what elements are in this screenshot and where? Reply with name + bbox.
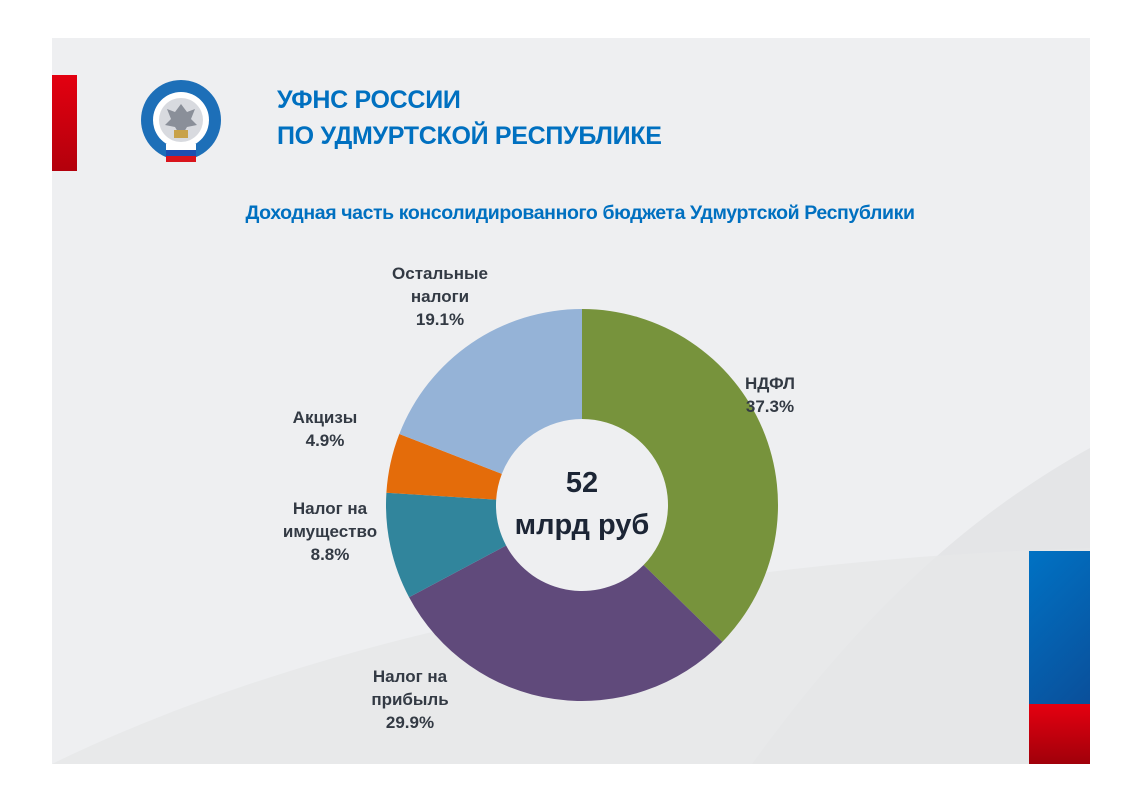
red-accent-bar [52,75,77,171]
slice-label-3: Акцизы 4.9% [270,406,380,452]
slice-label-name: налоги [410,287,470,306]
flag-red-stripe [1029,704,1090,764]
slice-value-label: 8.8% [310,545,350,564]
slice-value-label: 4.9% [305,431,345,450]
donut-slice-3 [386,433,502,500]
slice-value-label: 37.3% [745,397,795,416]
chart-title: Доходная часть консолидированного бюджет… [245,202,915,224]
slice-label-name: Остальные [392,264,488,283]
fns-emblem-logo [141,80,221,162]
slice-value-label: 29.9% [385,713,435,732]
slice-label-name: НДФЛ [745,374,795,393]
donut-slice-2 [386,492,507,598]
donut-slice-0 [582,309,778,642]
header-title-line1: УФНС РОССИИ [277,86,461,114]
slice-label-2: Налог на имущество 8.8% [260,497,400,566]
donut-center-total: 52 млрд руб [482,462,682,546]
donut-slice-4 [399,309,582,474]
slice-label-name: Акцизы [292,408,358,427]
slice-label-name: прибыль [371,690,449,709]
slice-label-0: НДФЛ 37.3% [715,372,825,418]
slice-label-name: имущество [282,522,378,541]
flag-blue-stripe [1029,551,1090,704]
header-title-line2: ПО УДМУРТСКОЙ РЕСПУБЛИКЕ [277,122,662,150]
center-total-unit: млрд руб [514,509,650,541]
slice-value-label: 19.1% [415,310,465,329]
slice-label-name: Налог на [292,499,368,518]
donut-slice-1 [409,545,723,701]
center-total-value: 52 [565,467,599,499]
slice-label-name: Налог на [372,667,448,686]
slice-label-4: Остальные налоги 19.1% [370,262,510,331]
slice-label-1: Налог на прибыль 29.9% [340,665,480,734]
